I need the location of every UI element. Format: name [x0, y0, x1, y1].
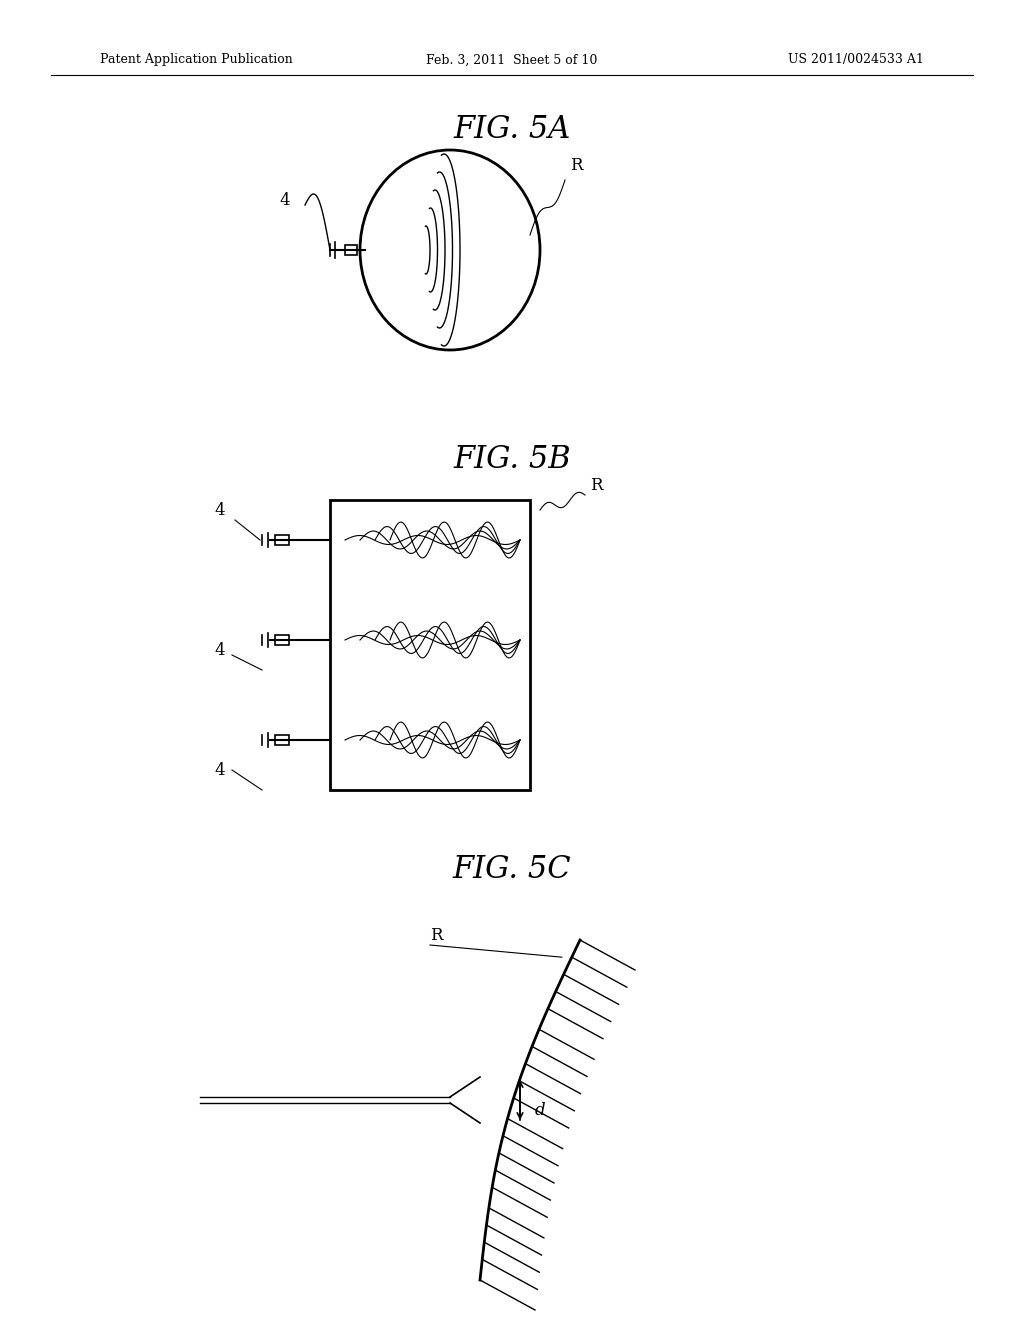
Bar: [275, 735, 289, 744]
Text: Feb. 3, 2011  Sheet 5 of 10: Feb. 3, 2011 Sheet 5 of 10: [426, 54, 598, 66]
Text: US 2011/0024533 A1: US 2011/0024533 A1: [788, 54, 924, 66]
Text: 4: 4: [215, 762, 225, 779]
Text: FIG. 5B: FIG. 5B: [454, 445, 570, 475]
Bar: [345, 246, 357, 255]
Text: d: d: [535, 1102, 546, 1119]
Bar: [275, 635, 289, 645]
Text: R: R: [570, 157, 583, 174]
Text: R: R: [590, 477, 602, 494]
Text: 4: 4: [215, 502, 225, 519]
Text: R: R: [430, 927, 442, 944]
Text: Patent Application Publication: Patent Application Publication: [100, 54, 293, 66]
Text: 4: 4: [280, 191, 291, 209]
Bar: [330, 500, 530, 789]
Bar: [275, 535, 289, 545]
Text: FIG. 5A: FIG. 5A: [454, 115, 570, 145]
Text: 4: 4: [215, 642, 225, 659]
Text: FIG. 5C: FIG. 5C: [453, 854, 571, 886]
